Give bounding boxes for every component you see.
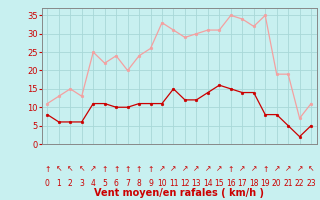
Text: ↑: ↑ [101,164,108,173]
Text: ↗: ↗ [239,164,245,173]
Text: ↑: ↑ [113,164,119,173]
Text: 10: 10 [157,180,167,188]
Text: ↗: ↗ [216,164,222,173]
Text: ↗: ↗ [296,164,303,173]
Text: 18: 18 [249,180,259,188]
Text: 6: 6 [114,180,119,188]
Text: 3: 3 [79,180,84,188]
Text: ↖: ↖ [308,164,314,173]
Text: ↗: ↗ [170,164,177,173]
Text: 8: 8 [137,180,141,188]
Text: 17: 17 [237,180,247,188]
Text: 0: 0 [45,180,50,188]
Text: 7: 7 [125,180,130,188]
Text: 14: 14 [203,180,213,188]
Text: ↗: ↗ [90,164,96,173]
Text: ↑: ↑ [262,164,268,173]
Text: 21: 21 [284,180,293,188]
Text: ↑: ↑ [228,164,234,173]
Text: ↗: ↗ [251,164,257,173]
Text: 1: 1 [56,180,61,188]
Text: 19: 19 [260,180,270,188]
Text: 16: 16 [226,180,236,188]
Text: Vent moyen/en rafales ( km/h ): Vent moyen/en rafales ( km/h ) [94,188,264,198]
Text: 15: 15 [214,180,224,188]
Text: 22: 22 [295,180,304,188]
Text: 20: 20 [272,180,282,188]
Text: 2: 2 [68,180,73,188]
Text: ↖: ↖ [78,164,85,173]
Text: 13: 13 [192,180,201,188]
Text: ↗: ↗ [274,164,280,173]
Text: ↗: ↗ [205,164,211,173]
Text: ↑: ↑ [136,164,142,173]
Text: 9: 9 [148,180,153,188]
Text: ↑: ↑ [147,164,154,173]
Text: ↗: ↗ [159,164,165,173]
Text: 12: 12 [180,180,190,188]
Text: 4: 4 [91,180,96,188]
Text: 23: 23 [306,180,316,188]
Text: ↗: ↗ [193,164,200,173]
Text: 11: 11 [169,180,178,188]
Text: ↗: ↗ [285,164,291,173]
Text: ↖: ↖ [67,164,74,173]
Text: 5: 5 [102,180,107,188]
Text: ↑: ↑ [44,164,51,173]
Text: ↑: ↑ [124,164,131,173]
Text: ↗: ↗ [182,164,188,173]
Text: ↖: ↖ [56,164,62,173]
